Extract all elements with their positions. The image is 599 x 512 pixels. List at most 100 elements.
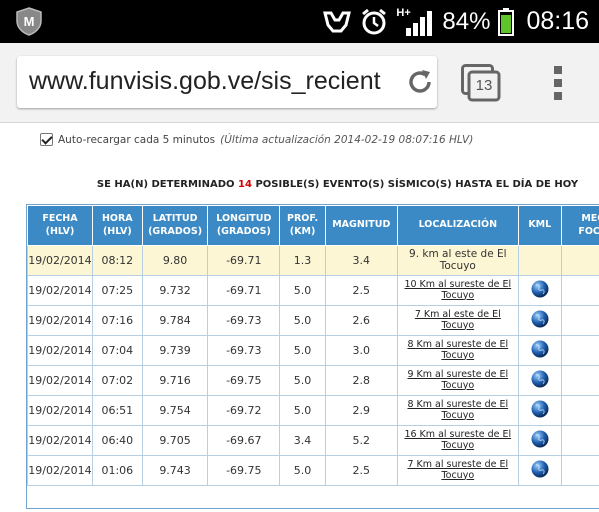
- cell-kml: [517, 245, 562, 276]
- location-link[interactable]: 8 Km al sureste de El Tocuyo: [407, 399, 509, 421]
- table-row: 19/02/2014 08:12 9.80 -69.71 1.3 3.4 9. km al …: [27, 245, 599, 276]
- cell-kml[interactable]: [517, 365, 562, 396]
- cell-mechanism: [560, 275, 599, 306]
- cell-mag: 2.9: [324, 395, 398, 426]
- cell-location[interactable]: 7 Km al sureste de El Tocuyo: [396, 455, 519, 486]
- cell-kml[interactable]: [517, 275, 562, 306]
- table-row: 19/02/2014 01:06 9.743 -69.75 5.0 2.5 7 Km al …: [27, 455, 599, 486]
- cell-lon: -69.75: [207, 455, 281, 486]
- cell-location[interactable]: 9 Km al sureste de El Tocuyo: [396, 365, 519, 396]
- cell-kml[interactable]: [517, 305, 562, 336]
- globe-icon[interactable]: [531, 430, 549, 451]
- globe-icon[interactable]: [531, 400, 549, 421]
- column-header: PROF. (KM): [279, 205, 326, 246]
- cell-lat: 9.716: [141, 365, 209, 396]
- cell-kml[interactable]: [517, 335, 562, 366]
- cell-fecha: 19/02/2014: [27, 365, 93, 396]
- column-header: LATITUD (GRADOS): [141, 205, 209, 246]
- web-page-content: Auto-recargar cada 5 minutos (Última act…: [0, 123, 599, 512]
- cell-prof: 5.0: [279, 335, 326, 366]
- signal-strength-icon: [406, 10, 433, 36]
- cell-mechanism: [560, 455, 599, 486]
- cell-mechanism: [560, 335, 599, 366]
- auto-reload-checkbox[interactable]: [40, 133, 53, 146]
- events-headline: SE HA(N) DETERMINADO 14 POSIBLE(S) EVENT…: [96, 179, 579, 190]
- cell-mag: 2.6: [324, 305, 398, 336]
- globe-icon[interactable]: [531, 340, 549, 361]
- table-row: 19/02/2014 07:16 9.784 -69.73 5.0 2.6 7 Km al …: [27, 305, 599, 336]
- cell-hora: 01:06: [91, 455, 143, 486]
- column-header: FECHA (HLV): [27, 205, 93, 246]
- cell-fecha: 19/02/2014: [27, 395, 93, 426]
- address-bar[interactable]: www.funvisis.gob.ve/sis_recient: [17, 56, 437, 108]
- cell-kml[interactable]: [517, 395, 562, 426]
- cell-fecha: 19/02/2014: [27, 455, 93, 486]
- table-row: 19/02/2014 07:02 9.716 -69.75 5.0 2.8 9 Km al …: [27, 365, 599, 396]
- cell-lat: 9.739: [141, 335, 209, 366]
- cell-prof: 5.0: [279, 365, 326, 396]
- reload-icon[interactable]: [405, 67, 435, 97]
- location-link[interactable]: 7 Km al este de El Tocuyo: [414, 309, 501, 331]
- globe-icon[interactable]: [531, 370, 549, 391]
- last-update-text: (Última actualización 2014-02-19 08:07:1…: [220, 133, 474, 146]
- cell-prof: 5.0: [279, 305, 326, 336]
- globe-icon[interactable]: [531, 310, 549, 331]
- cell-prof: 5.0: [279, 455, 326, 486]
- cell-mechanism: [560, 245, 599, 276]
- table-row: 19/02/2014 07:04 9.739 -69.73 5.0 3.0 8 Km al …: [27, 335, 599, 366]
- cell-lon: -69.71: [207, 275, 281, 306]
- cell-kml[interactable]: [517, 455, 562, 486]
- cell-fecha: 19/02/2014: [27, 335, 93, 366]
- globe-icon[interactable]: [531, 280, 549, 301]
- column-header: KML: [517, 205, 562, 246]
- clock-time: 08:16: [526, 7, 589, 35]
- cell-lon: -69.72: [207, 395, 281, 426]
- cell-location[interactable]: 16 Km al sureste de El Tocuyo: [396, 425, 519, 456]
- column-header: HORA (HLV): [91, 205, 143, 246]
- cell-hora: 07:25: [91, 275, 143, 306]
- cell-hora: 07:04: [91, 335, 143, 366]
- cell-mag: 3.4: [324, 245, 398, 276]
- cell-mechanism: [560, 425, 599, 456]
- cell-hora: 07:16: [91, 305, 143, 336]
- auto-reload-option[interactable]: Auto-recargar cada 5 minutos (Última act…: [40, 133, 473, 146]
- cell-fecha: 19/02/2014: [27, 245, 93, 276]
- battery-percentage: 84%: [442, 7, 491, 35]
- status-bar: M H+ 84% 08:16: [0, 0, 599, 43]
- location-link[interactable]: 8 Km al sureste de El Tocuyo: [407, 339, 509, 361]
- tab-count: 13: [475, 77, 493, 94]
- tab-switcher-button[interactable]: 13: [461, 64, 501, 102]
- column-header: MAGNITUD: [324, 205, 398, 246]
- cell-location: 9. km al este de El Tocuyo: [396, 245, 519, 276]
- location-link[interactable]: 9 Km al sureste de El Tocuyo: [407, 369, 509, 391]
- globe-icon[interactable]: [531, 460, 549, 481]
- column-header: LONGITUD (GRADOS): [207, 205, 281, 246]
- table-row: 19/02/2014 06:51 9.754 -69.72 5.0 2.9 8 Km al …: [27, 395, 599, 426]
- svg-text:M: M: [24, 14, 35, 29]
- location-link[interactable]: 7 Km al sureste de El Tocuyo: [407, 459, 509, 481]
- cell-location[interactable]: 10 Km al sureste de El Tocuyo: [396, 275, 519, 306]
- cell-prof: 5.0: [279, 275, 326, 306]
- tabs-icon: [461, 64, 501, 102]
- location-link[interactable]: 16 Km al sureste de El Tocuyo: [404, 429, 512, 451]
- cell-fecha: 19/02/2014: [27, 275, 93, 306]
- cell-location[interactable]: 8 Km al sureste de El Tocuyo: [396, 335, 519, 366]
- cell-lon: -69.73: [207, 305, 281, 336]
- cell-location[interactable]: 8 Km al sureste de El Tocuyo: [396, 395, 519, 426]
- cell-prof: 5.0: [279, 395, 326, 426]
- overflow-menu-icon[interactable]: [552, 65, 564, 101]
- column-header: LOCALIZACIÓN: [396, 205, 519, 246]
- cell-kml[interactable]: [517, 425, 562, 456]
- events-table-container: FECHA (HLV) HORA (HLV) LATITUD (GRADOS) LONGIT…: [26, 204, 599, 509]
- cell-mechanism: [560, 395, 599, 426]
- cell-lon: -69.75: [207, 365, 281, 396]
- auto-reload-label: Auto-recargar cada 5 minutos: [58, 133, 216, 146]
- battery-icon: [498, 7, 515, 36]
- cell-lon: -69.73: [207, 335, 281, 366]
- location-link[interactable]: 10 Km al sureste de El Tocuyo: [404, 279, 512, 301]
- table-footer-row: [27, 485, 599, 508]
- url-text[interactable]: www.funvisis.gob.ve/sis_recient: [29, 67, 381, 95]
- table-footer-cell: [27, 485, 599, 508]
- table-header-row: FECHA (HLV) HORA (HLV) LATITUD (GRADOS) LONGIT…: [27, 205, 599, 246]
- cell-location[interactable]: 7 Km al este de El Tocuyo: [396, 305, 519, 336]
